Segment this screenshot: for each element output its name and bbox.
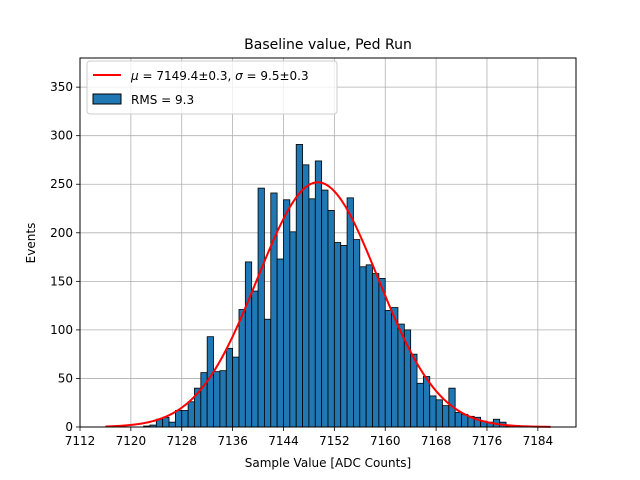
histogram-bar [422, 376, 431, 428]
legend-fit-label: μ = 7149.4±0.3, σ = 9.5±0.3 [130, 69, 309, 83]
histogram-bar [314, 160, 323, 428]
axes-frame [79, 57, 577, 428]
histogram-bar [238, 309, 246, 428]
x-tick-label: 7136 [217, 434, 248, 448]
legend-box [86, 60, 338, 115]
y-tick-label: 200 [50, 226, 73, 240]
legend-sigma-symbol: σ [235, 69, 243, 83]
histogram-bar [232, 356, 240, 428]
y-tick-label: 300 [50, 129, 73, 143]
legend-hist-label: RMS = 9.3 [131, 93, 194, 107]
histogram-bar [219, 370, 227, 428]
y-tick-label: 250 [50, 177, 73, 191]
gaussian-fit [105, 181, 551, 428]
histogram-bar [429, 395, 437, 428]
histogram-bar [333, 242, 342, 428]
x-tick-label: 7168 [421, 434, 452, 448]
histogram-bar [378, 278, 386, 428]
histogram-bar [353, 239, 361, 428]
histogram-bar [442, 405, 450, 428]
y-axis-label: Events [24, 223, 38, 264]
legend-sigma-value: = 9.5±0.3 [243, 69, 309, 83]
histogram-bar [365, 264, 373, 428]
histogram-bar [251, 290, 259, 428]
y-tick-label: 350 [50, 80, 73, 94]
x-tick-label: 7152 [319, 434, 350, 448]
y-tick-label: 0 [65, 420, 73, 434]
histogram-bar [302, 164, 310, 428]
histogram-bar [308, 198, 316, 428]
x-tick-label: 7160 [370, 434, 401, 448]
histogram-bar [372, 273, 380, 428]
x-tick-label: 7120 [116, 434, 147, 448]
histogram-bar [187, 401, 195, 428]
histogram-bar [359, 266, 367, 428]
histogram-bar [213, 371, 221, 428]
histogram-bar [321, 189, 329, 428]
fit-curve [105, 181, 551, 428]
histogram-bar [181, 410, 189, 428]
histogram-bar [289, 231, 297, 428]
histogram-bar [346, 197, 354, 428]
y-tick-label: 100 [50, 323, 73, 337]
histogram-bar [206, 336, 214, 428]
legend-mu-symbol: μ [130, 69, 139, 83]
histogram-bar [283, 199, 291, 428]
y-tick-label: 150 [50, 274, 73, 288]
x-tick-label: 7176 [472, 434, 503, 448]
histogram-bar [162, 416, 170, 428]
x-tick-label: 7112 [65, 434, 96, 448]
x-tick-label: 7128 [166, 434, 197, 448]
histogram-bar [454, 412, 462, 428]
histogram-bar [225, 347, 234, 428]
chart-title: Baseline value, Ped Run [244, 37, 412, 53]
legend-hist-swatch [92, 93, 122, 105]
y-tick-label: 50 [58, 371, 73, 385]
histogram-bar [435, 399, 443, 428]
histogram-bar [244, 261, 253, 428]
histogram-bar [410, 353, 418, 428]
histogram-bar [174, 410, 183, 428]
x-tick-label: 7184 [523, 434, 554, 448]
histogram-bar [264, 318, 272, 428]
legend-mu-value: = 7149.4±0.3, [139, 69, 235, 83]
x-axis-label: Sample Value [ADC Counts] [245, 456, 411, 470]
histogram-bar [327, 210, 335, 428]
histogram-bar [200, 372, 208, 428]
histogram-bar [257, 187, 265, 428]
histogram-bar [168, 421, 176, 428]
histogram-bar [397, 323, 405, 428]
x-tick-label: 7144 [268, 434, 299, 448]
axis-ticks: 7112 7120 7128 7136 7144 7152 7160 7168 7176 7184… [50, 80, 553, 448]
histogram-bar [340, 245, 348, 428]
histogram-bar [416, 382, 424, 428]
legend: μ = 7149.4±0.3, σ = 9.5±0.3 RMS = 9.3 [86, 60, 338, 115]
histogram-bar [276, 258, 284, 428]
histogram-bar [384, 310, 392, 428]
histogram-bar [295, 144, 303, 428]
histogram-bar [270, 192, 278, 428]
